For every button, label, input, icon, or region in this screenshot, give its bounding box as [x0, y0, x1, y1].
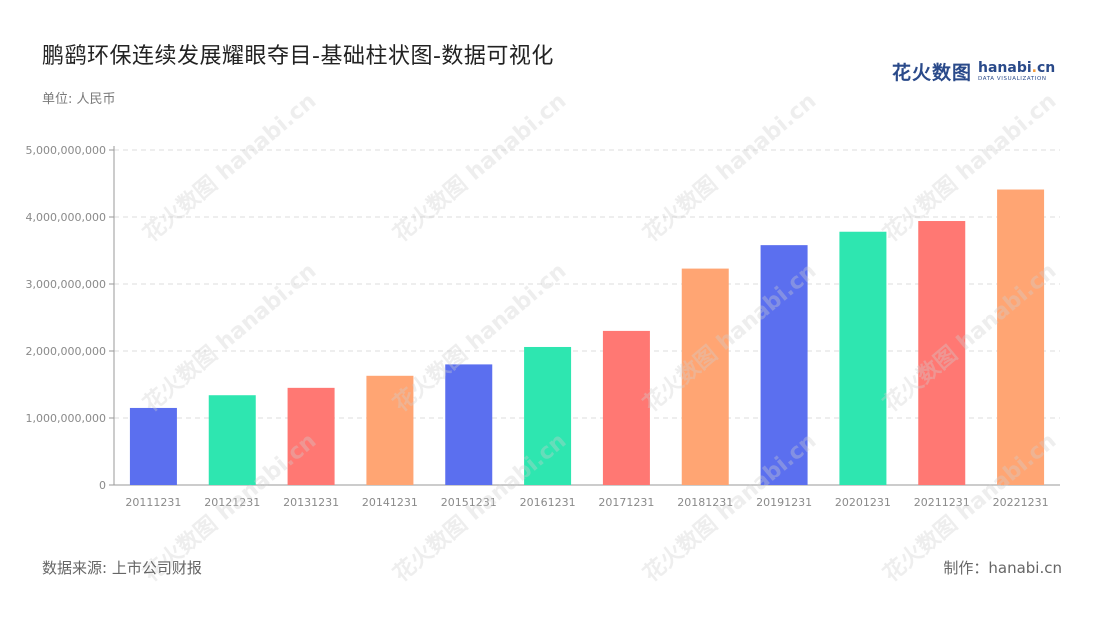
y-tick-label: 4,000,000,000	[26, 211, 106, 224]
x-tick-label: 20221231	[993, 496, 1049, 509]
y-tick-label: 1,000,000,000	[26, 412, 106, 425]
x-tick-label: 20121231	[204, 496, 260, 509]
bar-20171231	[602, 330, 650, 485]
logo-en-sub: DATA VISUALIZATION	[978, 75, 1047, 82]
grid-layer	[114, 149, 1060, 419]
x-tick-label: 20161231	[520, 496, 576, 509]
bar-20221231	[997, 189, 1045, 485]
data-source-label: 数据来源: 上市公司财报	[42, 559, 202, 577]
logo-en-name: hanabi.cn	[978, 59, 1056, 76]
bar-20141231	[366, 375, 414, 485]
bar-20211231	[918, 221, 966, 485]
brand-logo: 花火数图 hanabi.cn DATA VISUALIZATION	[892, 58, 1055, 85]
bar-20121231	[208, 395, 256, 485]
bar-20111231	[129, 407, 177, 485]
logo-en-block: hanabi.cn DATA VISUALIZATION	[978, 61, 1055, 83]
credit-label: 制作：hanabi.cn	[943, 559, 1062, 577]
bar-layer	[129, 189, 1045, 485]
x-tick-label: 20111231	[125, 496, 181, 509]
y-tick-label: 3,000,000,000	[26, 278, 106, 291]
bar-20191231	[760, 245, 808, 485]
y-tick-label: 5,000,000,000	[26, 144, 106, 157]
bar-20181231	[681, 268, 729, 485]
x-tick-label: 20181231	[677, 496, 733, 509]
unit-label: 单位: 人民币	[42, 92, 116, 107]
label-layer: 0 1,000,000,000 2,000,000,000 3,000,000,000…	[26, 144, 1049, 509]
x-tick-label: 20131231	[283, 496, 339, 509]
bar-20201231	[839, 231, 887, 485]
x-tick-label: 20171231	[598, 496, 654, 509]
bar-20151231	[445, 364, 493, 485]
y-tick-label: 2,000,000,000	[26, 345, 106, 358]
x-tick-label: 20211231	[914, 496, 970, 509]
y-tick-label: 0	[99, 479, 106, 492]
x-tick-label: 20141231	[362, 496, 418, 509]
x-tick-label: 20151231	[441, 496, 497, 509]
logo-cn-text: 花火数图	[892, 62, 973, 84]
bar-20131231	[287, 387, 335, 485]
x-tick-label: 20201231	[835, 496, 891, 509]
x-tick-label: 20191231	[756, 496, 812, 509]
bar-20161231	[524, 346, 572, 485]
chart-title: 鹏鹞环保连续发展耀眼夺目-基础柱状图-数据可视化	[42, 44, 554, 69]
axis-layer	[109, 146, 1060, 486]
